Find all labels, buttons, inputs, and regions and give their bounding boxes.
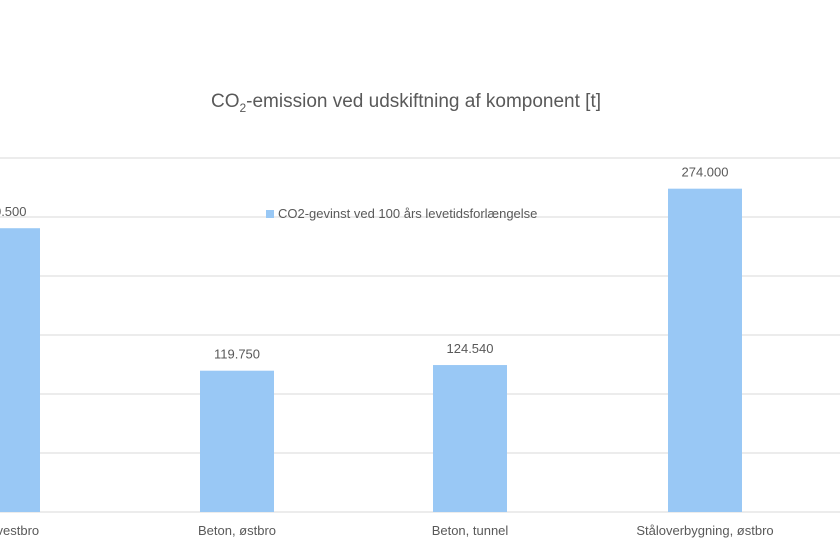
category-label: Ståloverbygning, østbro (636, 523, 773, 538)
value-label: 124.540 (447, 341, 494, 356)
category-label: Stål, vestbro (0, 523, 39, 538)
bar (0, 228, 40, 512)
category-label: Beton, tunnel (432, 523, 509, 538)
category-label: Beton, østbro (198, 523, 276, 538)
chart-title-rest: -emission ved udskiftning af komponent [… (246, 91, 601, 112)
legend-label: CO2-gevinst ved 100 års levetidsforlænge… (278, 206, 537, 221)
value-label: 274.000 (682, 165, 729, 180)
chart-title: CO2-emission ved udskiftning af komponen… (211, 91, 601, 115)
value-labels: 240.500 119.750 124.540 274.000 (0, 165, 729, 362)
bar (433, 365, 507, 512)
bars (0, 188, 742, 512)
value-label: 240.500 (0, 204, 27, 219)
bar (668, 188, 742, 512)
legend-swatch (266, 210, 274, 218)
legend: CO2-gevinst ved 100 års levetidsforlænge… (266, 206, 537, 221)
chart-title-subscript: 2 (239, 101, 246, 115)
bar (200, 370, 274, 512)
chart-title-main: CO (211, 91, 240, 112)
category-labels: Stål, vestbro Beton, østbro Beton, tunnel S… (0, 523, 774, 538)
value-label: 119.750 (214, 347, 260, 362)
